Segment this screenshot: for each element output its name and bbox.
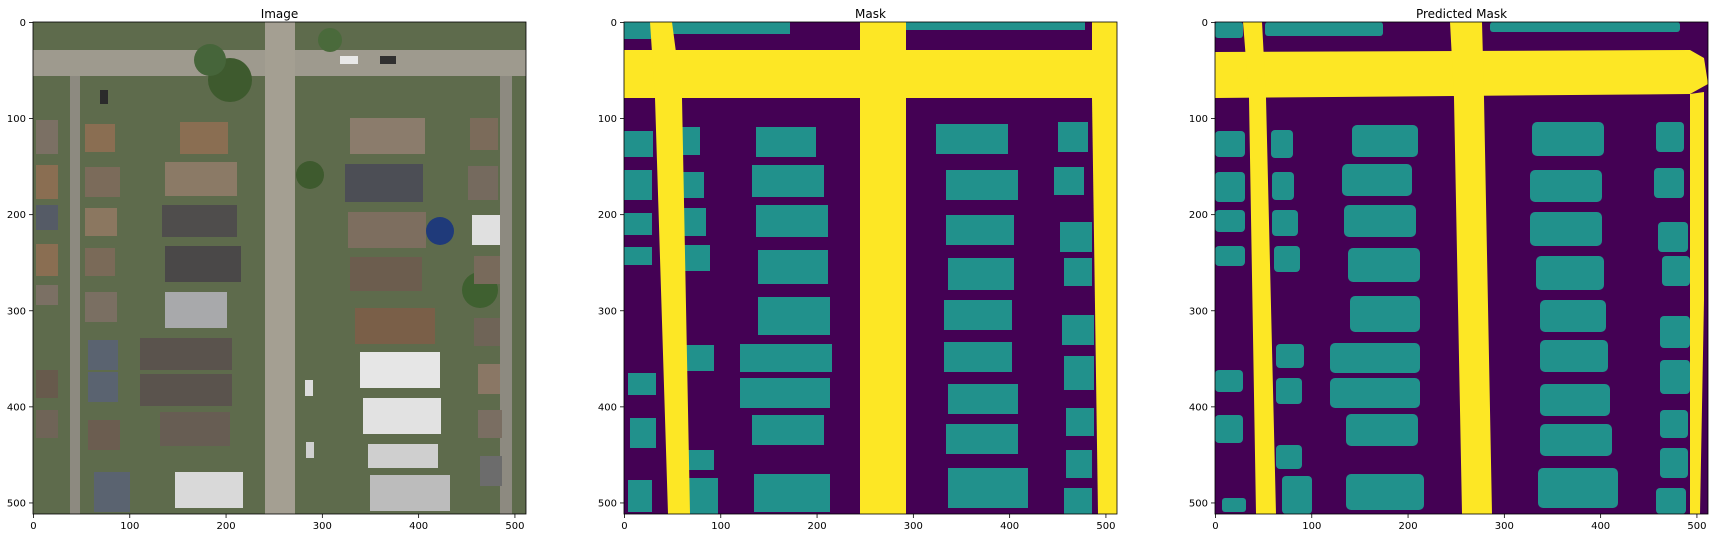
aerial-image — [33, 22, 526, 514]
y-tick-label: 100 — [7, 114, 26, 125]
mask-panel: Mask — [598, 7, 1118, 532]
x-tick-label: 400 — [1591, 521, 1610, 532]
y-tick-label: 200 — [7, 210, 26, 221]
x-tick-label: 0 — [1212, 521, 1218, 532]
y-tick-label: 200 — [1189, 210, 1208, 221]
predicted-mask-panel-axes: 0 100 200 300 400 500 0 100 200 300 400 500 — [1189, 18, 1707, 532]
y-tick-label: 300 — [1189, 306, 1208, 317]
x-tick-label: 100 — [120, 521, 139, 532]
y-tick-label: 500 — [1189, 498, 1208, 509]
x-tick-label: 400 — [1000, 521, 1019, 532]
x-tick-label: 500 — [1096, 521, 1115, 532]
x-tick-label: 200 — [1399, 521, 1418, 532]
x-tick-label: 500 — [1687, 521, 1706, 532]
mask-image — [624, 22, 1117, 514]
y-tick-label: 300 — [598, 306, 617, 317]
x-tick-label: 100 — [1302, 521, 1321, 532]
y-tick-label: 0 — [1202, 18, 1208, 29]
x-tick-label: 300 — [313, 521, 332, 532]
y-tick-label: 400 — [598, 402, 617, 413]
y-tick-label: 400 — [7, 402, 26, 413]
x-tick-label: 500 — [505, 521, 524, 532]
mask-panel-frame — [623, 21, 1118, 515]
y-tick-label: 500 — [7, 498, 26, 509]
y-tick-label: 0 — [20, 18, 26, 29]
x-tick-label: 400 — [409, 521, 428, 532]
predicted-mask-panel-title: Predicted Mask — [1416, 7, 1507, 21]
x-tick-label: 200 — [217, 521, 236, 532]
predicted-mask-panel-frame — [1214, 21, 1709, 515]
y-tick-label: 200 — [598, 210, 617, 221]
mask-panel-axes: 0 100 200 300 400 500 0 100 200 300 400 500 — [598, 18, 1116, 532]
predicted-mask-panel: Predicted Mask — [1189, 7, 1709, 532]
y-tick-label: 0 — [611, 18, 617, 29]
image-panel-frame — [32, 21, 527, 515]
y-tick-label: 100 — [598, 114, 617, 125]
y-tick-label: 300 — [7, 306, 26, 317]
y-tick-label: 100 — [1189, 114, 1208, 125]
image-panel: Image — [7, 7, 527, 532]
predicted-mask-image — [1215, 22, 1708, 514]
image-panel-axes: 0 100 200 300 400 500 0 100 200 300 400 500 — [7, 18, 525, 532]
y-tick-label: 500 — [598, 498, 617, 509]
mask-panel-title: Mask — [855, 7, 886, 21]
x-tick-label: 0 — [30, 521, 36, 532]
x-tick-label: 200 — [808, 521, 827, 532]
x-tick-label: 100 — [711, 521, 730, 532]
image-panel-title: Image — [261, 7, 299, 21]
x-tick-label: 300 — [1495, 521, 1514, 532]
y-tick-label: 400 — [1189, 402, 1208, 413]
x-tick-label: 300 — [904, 521, 923, 532]
x-tick-label: 0 — [621, 521, 627, 532]
